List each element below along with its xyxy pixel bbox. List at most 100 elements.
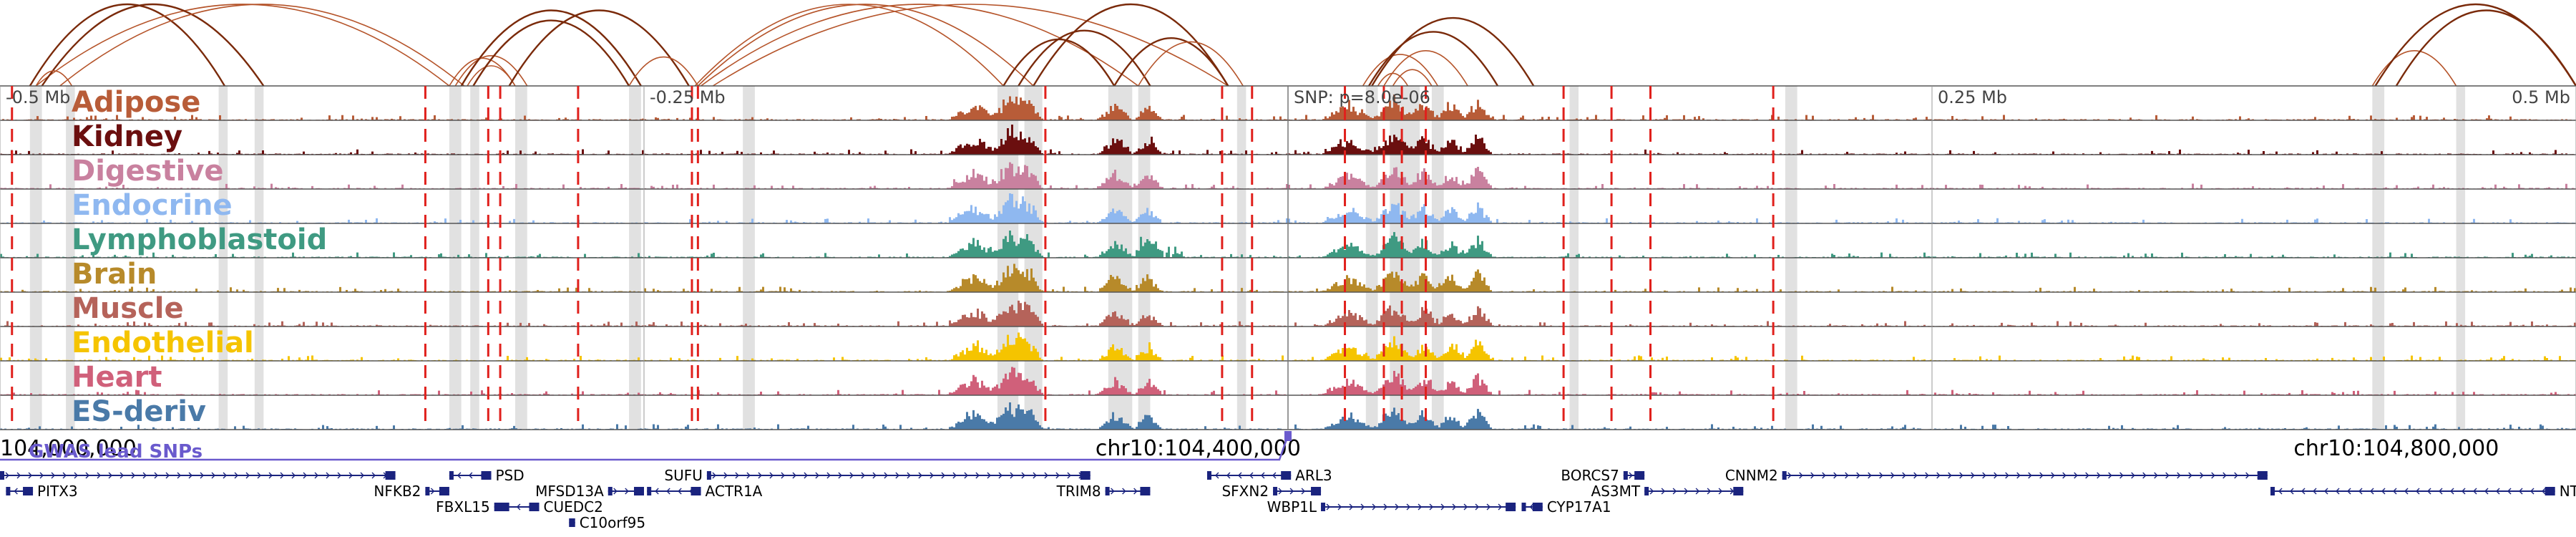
strand-arrow (1337, 503, 1342, 511)
track-labels: AdiposeKidneyDigestiveEndocrineLymphobla… (72, 86, 327, 428)
strand-arrow (655, 488, 659, 495)
strand-arrow (1067, 472, 1071, 479)
loop-arc (2374, 3, 2576, 87)
loop-arc (454, 55, 528, 87)
strand-arrow (223, 472, 227, 479)
track-label-endocrine: Endocrine (72, 189, 233, 222)
strand-arrow (2245, 472, 2250, 479)
strand-arrow (1133, 488, 1138, 495)
strand-arrow (815, 472, 819, 479)
exon (1532, 503, 1543, 511)
strand-arrow (666, 488, 670, 495)
track-label-muscle: Muscle (72, 292, 184, 325)
strand-arrow (177, 472, 181, 479)
strand-arrow (907, 472, 911, 479)
exon (1521, 503, 1526, 511)
strand-arrow (2154, 472, 2158, 479)
gene-label: C10orf95 (580, 514, 645, 531)
gwas-snp-marker (1284, 431, 1292, 441)
strand-arrow (97, 472, 101, 479)
exon (385, 471, 396, 480)
exon (647, 487, 652, 495)
strand-arrow (142, 472, 147, 479)
strand-arrow (2519, 488, 2523, 495)
gene-label: ACTR1A (706, 483, 763, 500)
loop-arc (508, 9, 690, 87)
strand-arrow (769, 472, 774, 479)
strand-arrow (746, 472, 751, 479)
gene-annotations: GBF1PITX3NFKB2PSDFBXL15CUEDC2MFSD13AACTR… (0, 467, 2576, 531)
strand-arrow (1383, 503, 1388, 511)
strand-arrow (360, 472, 364, 479)
strand-arrow (468, 472, 473, 479)
strand-arrow (2062, 472, 2067, 479)
strand-arrow (735, 472, 739, 479)
loop-arc (1113, 37, 1229, 87)
strand-arrow (2393, 488, 2397, 495)
gene-label: NFKB2 (374, 483, 421, 500)
strand-arrow (1486, 503, 1491, 511)
exon (449, 471, 454, 480)
strand-arrow (326, 472, 330, 479)
strand-arrow (1868, 472, 1872, 479)
strand-arrow (1055, 472, 1060, 479)
track-label-brain: Brain (72, 258, 157, 291)
strand-arrow (804, 472, 808, 479)
strand-arrow (108, 472, 112, 479)
strand-arrow (234, 472, 238, 479)
exon (1506, 503, 1516, 511)
strand-arrow (849, 472, 854, 479)
strand-arrow (1902, 472, 1906, 479)
strand-arrow (1226, 472, 1231, 479)
coordinate-label: 104,000,000 (0, 436, 137, 461)
strand-arrow (987, 472, 991, 479)
loop-arc (35, 70, 73, 87)
strand-arrow (1810, 472, 1815, 479)
strand-arrow (51, 472, 55, 479)
strand-arrow (257, 472, 261, 479)
exon (1080, 471, 1091, 480)
strand-arrow (952, 472, 957, 479)
strand-arrow (1360, 503, 1365, 511)
exon (691, 487, 701, 495)
exon (1281, 471, 1292, 480)
strand-arrow (1452, 503, 1457, 511)
strand-arrow (2097, 472, 2101, 479)
track-label-lymphoblastoid: Lymphoblastoid (72, 223, 327, 256)
gene-label: MFSD13A (535, 483, 604, 500)
loop-arc (2371, 49, 2457, 87)
strand-arrow (1913, 472, 1918, 479)
strand-arrow (1021, 472, 1025, 479)
strand-arrow (895, 472, 899, 479)
strand-arrow (2074, 472, 2078, 479)
coordinate-axis: 104,000,000 chr10:104,400,000 chr10:104,80… (0, 436, 2499, 461)
gene-label: AS3MT (1591, 483, 1641, 500)
strand-arrow (1718, 488, 1723, 495)
strand-arrow (430, 488, 435, 495)
strand-arrow (2530, 488, 2534, 495)
exon (6, 487, 11, 495)
strand-arrow (1672, 488, 1677, 495)
strand-arrow (2200, 472, 2204, 479)
strand-arrow (792, 472, 796, 479)
strand-arrow (1463, 503, 1468, 511)
loop-arc (2395, 9, 2576, 87)
strand-arrow (1498, 503, 1503, 511)
exon (1311, 487, 1322, 495)
gwas-connector (0, 435, 1289, 461)
strand-arrow (1044, 472, 1048, 479)
exon (1634, 471, 1645, 480)
strand-arrow (2039, 472, 2044, 479)
exon (2270, 487, 2275, 495)
track-label-digestive: Digestive (72, 155, 224, 188)
track-label-es-deriv: ES-deriv (72, 395, 206, 428)
gene-label: CNNM2 (1725, 467, 1778, 484)
strand-arrow (1289, 488, 1294, 495)
strand-arrow (1695, 488, 1700, 495)
strand-arrow (1214, 472, 1219, 479)
strand-arrow (119, 472, 124, 479)
strand-arrow (2439, 488, 2443, 495)
strand-arrow (457, 472, 462, 479)
strand-arrow (1971, 472, 1975, 479)
coordinate-label: chr10:104,400,000 (1096, 436, 1301, 461)
